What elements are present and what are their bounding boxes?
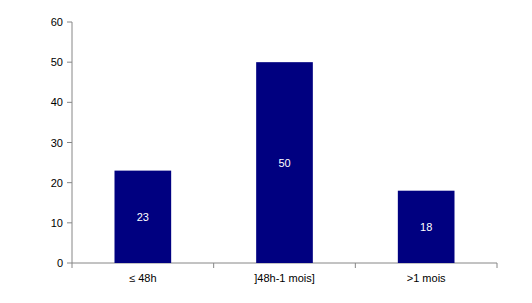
y-tick xyxy=(67,62,72,63)
y-tick-label: 30 xyxy=(51,137,63,149)
data-label: 23 xyxy=(137,211,149,223)
y-tick-label: 40 xyxy=(51,96,63,108)
x-tick-label: ≤ 48h xyxy=(129,272,156,284)
y-tick-label: 50 xyxy=(51,56,63,68)
data-label: 50 xyxy=(278,157,290,169)
chart: 0 10 20 30 40 50 60 ≤ 48h ]48h-1 mois] >1 mois 23 5… xyxy=(0,0,532,303)
x-tick xyxy=(72,263,73,268)
x-tick xyxy=(355,263,356,268)
y-tick-label: 10 xyxy=(51,217,63,229)
y-tick xyxy=(67,22,72,23)
data-label: 18 xyxy=(420,221,432,233)
y-tick xyxy=(67,182,72,183)
x-tick-label: >1 mois xyxy=(407,272,446,284)
y-tick xyxy=(67,102,72,103)
y-tick xyxy=(67,222,72,223)
y-tick-label: 20 xyxy=(51,177,63,189)
y-tick-label: 0 xyxy=(57,257,63,269)
x-tick-label: ]48h-1 mois] xyxy=(254,272,315,284)
x-tick xyxy=(497,263,498,268)
bar xyxy=(398,191,455,263)
x-tick xyxy=(213,263,214,268)
bar xyxy=(115,171,172,263)
y-tick xyxy=(67,263,72,264)
y-tick-label: 60 xyxy=(51,16,63,28)
bars xyxy=(115,62,455,263)
bar xyxy=(256,62,313,263)
chart-container: 0 10 20 30 40 50 60 ≤ 48h ]48h-1 mois] >1 mois 23 5… xyxy=(0,0,532,303)
y-tick xyxy=(67,142,72,143)
